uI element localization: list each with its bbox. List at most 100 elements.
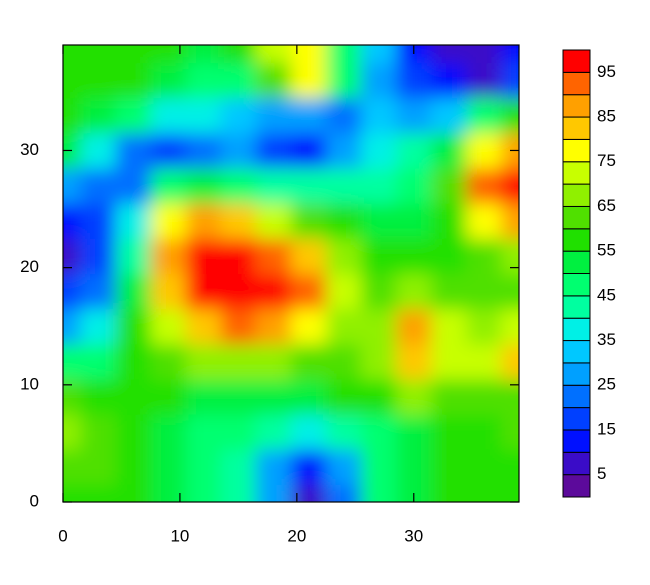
colorbar-box [562, 161, 591, 185]
x-tick-label: 30 [404, 526, 423, 545]
field-cell [80, 378, 117, 415]
field-cell [326, 45, 362, 64]
field-cell [466, 168, 502, 204]
field-cell [220, 62, 257, 99]
field-cell [466, 343, 502, 380]
field-cell [150, 378, 187, 415]
field-cell [80, 132, 117, 169]
field-cell [63, 203, 82, 239]
field [63, 45, 519, 502]
field-cell [431, 414, 467, 450]
field-cell [80, 62, 117, 99]
field-cell [185, 62, 222, 99]
field-cell [361, 414, 397, 450]
colorbar-box [562, 429, 591, 453]
field-cell [361, 308, 397, 345]
field-cell [361, 168, 397, 204]
field-cell [361, 449, 397, 485]
field-cell [63, 168, 82, 204]
field-cell [80, 414, 117, 450]
field-cell [150, 97, 187, 134]
colorbar-box [562, 250, 591, 274]
field-cell [466, 132, 502, 169]
field-cell [501, 97, 519, 134]
colorbar-box [562, 317, 591, 342]
field-cell [326, 484, 362, 502]
field-cell [185, 132, 222, 169]
field-cell [396, 62, 432, 99]
field-cell [361, 97, 397, 134]
field-cell [255, 45, 292, 64]
field-cell [115, 308, 152, 345]
colorbar-label: 45 [597, 285, 616, 304]
field-cell [150, 238, 187, 274]
field-cell [150, 449, 187, 485]
field-cell [115, 168, 152, 204]
axes: 0 10 20 30 0 10 20 30 [20, 45, 519, 545]
field-cell [291, 343, 327, 380]
field-cell [466, 414, 502, 450]
field-cell [80, 343, 117, 380]
field-cell [501, 308, 519, 345]
field-cell [220, 343, 257, 380]
field-cell [396, 168, 432, 204]
field-cell [185, 378, 222, 415]
colorbar-label: 85 [597, 107, 616, 126]
field-cell [291, 484, 327, 502]
colorbar-box [562, 340, 591, 364]
field-cell [361, 343, 397, 380]
field-cell [255, 449, 292, 485]
field-cell [431, 308, 467, 345]
field-cell [396, 97, 432, 134]
field-cell [63, 97, 82, 134]
field-cell [63, 484, 82, 502]
field-cell [255, 203, 292, 239]
field-cell [501, 273, 519, 310]
field-cell [255, 343, 292, 380]
field-cell [255, 62, 292, 99]
colorbar-box [562, 228, 591, 252]
field-cell [326, 273, 362, 310]
field-cell [501, 238, 519, 274]
field-cell [220, 378, 257, 415]
field-cell [396, 238, 432, 274]
field-cell [185, 449, 222, 485]
field-cell [220, 484, 257, 502]
field-cell [361, 378, 397, 415]
field-cell [326, 343, 362, 380]
field-cell [220, 273, 257, 310]
field-cell [466, 308, 502, 345]
field-cell [291, 97, 327, 134]
field-cell [326, 132, 362, 169]
field-cell [431, 203, 467, 239]
field-cell [361, 484, 397, 502]
field-cell [80, 203, 117, 239]
field-cell [431, 238, 467, 274]
field-cell [150, 168, 187, 204]
x-tick-label: 20 [287, 526, 306, 545]
field-cell [431, 343, 467, 380]
field-cell [396, 45, 432, 64]
colorbar-box [562, 94, 591, 118]
field-cell [255, 414, 292, 450]
field-cell [220, 449, 257, 485]
field-cell [220, 308, 257, 345]
field-cell [326, 203, 362, 239]
field-cell [501, 484, 519, 502]
field-cell [220, 238, 257, 274]
field-cell [291, 203, 327, 239]
field-cell [396, 273, 432, 310]
colorbar-label: 35 [597, 330, 616, 349]
field-cell [396, 343, 432, 380]
field-cell [326, 238, 362, 274]
field-cell [255, 238, 292, 274]
field-cell [326, 378, 362, 415]
field-cell [115, 378, 152, 415]
field-cell [501, 343, 519, 380]
field-cell [466, 203, 502, 239]
field-cell [63, 378, 82, 415]
field-cell [150, 203, 187, 239]
field-cell [150, 414, 187, 450]
colorbar-label: 25 [597, 375, 616, 394]
